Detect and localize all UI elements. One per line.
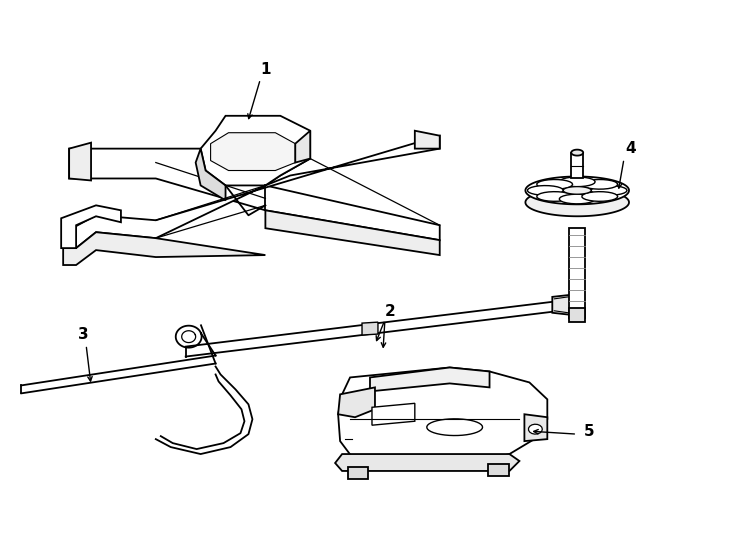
Polygon shape <box>69 148 440 240</box>
Polygon shape <box>592 186 627 195</box>
Polygon shape <box>211 133 295 171</box>
Polygon shape <box>537 192 573 201</box>
Polygon shape <box>528 424 542 434</box>
Polygon shape <box>200 116 310 185</box>
Polygon shape <box>362 322 378 335</box>
Polygon shape <box>338 387 375 417</box>
Polygon shape <box>582 192 618 201</box>
Polygon shape <box>559 177 595 187</box>
Polygon shape <box>295 131 310 163</box>
Polygon shape <box>415 131 440 149</box>
Polygon shape <box>61 205 121 248</box>
Polygon shape <box>559 194 595 204</box>
Polygon shape <box>348 467 368 479</box>
Polygon shape <box>524 414 548 441</box>
Polygon shape <box>528 186 563 195</box>
Text: 4: 4 <box>625 141 636 156</box>
Polygon shape <box>537 179 573 189</box>
Polygon shape <box>69 143 91 180</box>
Polygon shape <box>552 295 570 315</box>
Polygon shape <box>563 187 591 194</box>
Polygon shape <box>427 419 482 436</box>
Polygon shape <box>487 464 509 476</box>
Text: 3: 3 <box>78 327 88 342</box>
Polygon shape <box>196 148 225 200</box>
Polygon shape <box>571 153 584 179</box>
Polygon shape <box>372 403 415 425</box>
Polygon shape <box>63 136 440 248</box>
Polygon shape <box>526 188 629 217</box>
Text: 5: 5 <box>584 424 595 438</box>
Polygon shape <box>370 368 490 392</box>
Polygon shape <box>582 179 618 189</box>
Polygon shape <box>338 368 548 467</box>
Polygon shape <box>266 210 440 255</box>
Polygon shape <box>570 308 585 322</box>
Polygon shape <box>570 228 585 318</box>
Polygon shape <box>571 150 584 156</box>
Polygon shape <box>335 454 520 471</box>
Polygon shape <box>526 177 629 204</box>
Polygon shape <box>63 232 266 265</box>
Text: 2: 2 <box>385 304 396 319</box>
Text: 1: 1 <box>260 62 271 77</box>
